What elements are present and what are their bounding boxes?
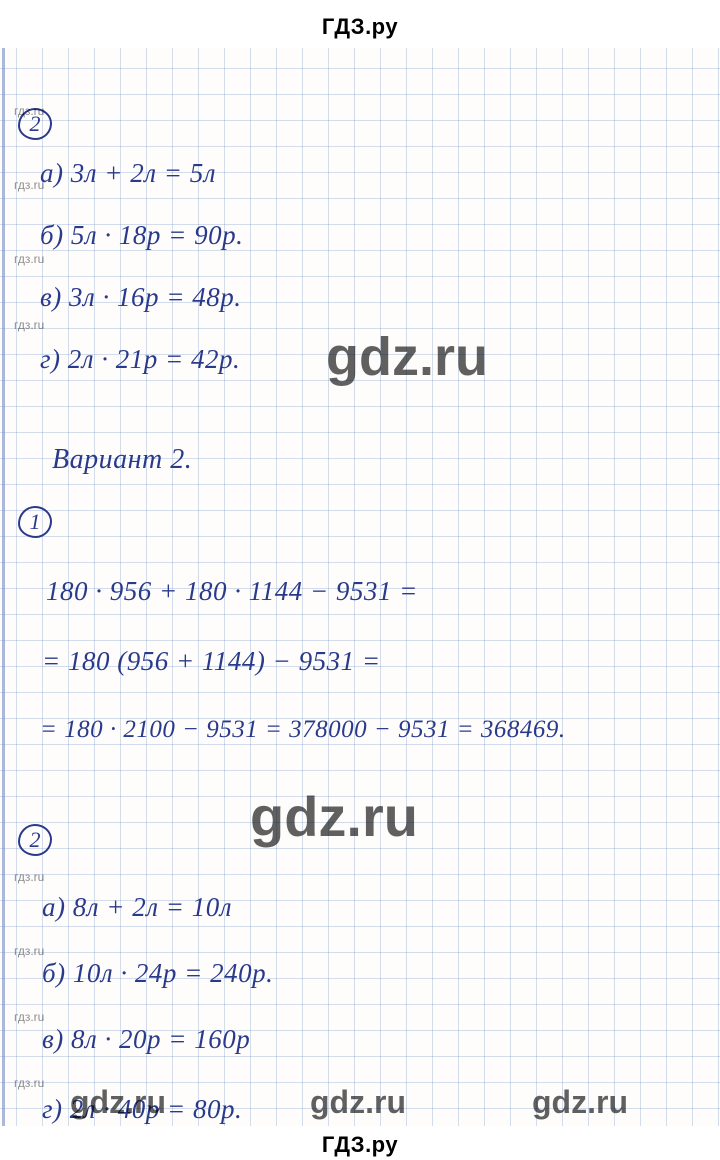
task-number-circle: 2 <box>18 824 52 856</box>
handwritten-line: г) 2л · 21р = 42р. <box>40 344 240 375</box>
task-number-circle: 2 <box>18 108 52 140</box>
watermark-small: гдз.ru <box>14 1076 44 1090</box>
variant-label: Вариант 2. <box>52 444 192 476</box>
watermark-small: гдз.ru <box>14 252 44 266</box>
watermark-small: гдз.ru <box>14 318 44 332</box>
handwritten-line: а) 8л + 2л = 10л <box>42 892 232 923</box>
page-header-title: ГДЗ.ру <box>0 14 720 40</box>
watermark-small: гдз.ru <box>14 1010 44 1024</box>
page-footer-title: ГДЗ.ру <box>0 1132 720 1158</box>
handwritten-line: = 180 · 2100 − 9531 = 378000 − 9531 = 36… <box>40 716 566 744</box>
handwritten-line: б) 10л · 24р = 240р. <box>42 958 273 989</box>
handwritten-line: в) 3л · 16р = 48р. <box>40 282 241 313</box>
handwritten-line: = 180 (956 + 1144) − 9531 = <box>42 646 381 677</box>
task-number-circle: 1 <box>18 506 52 538</box>
handwritten-line: б) 5л · 18р = 90р. <box>40 220 243 251</box>
handwritten-line: г) 2л · 40р = 80р. <box>42 1094 242 1125</box>
notebook-paper: 2 Вариант 2. 1 2 а) 3л + 2л = 5л б) 5л · … <box>0 48 720 1126</box>
handwritten-line: 180 · 956 + 180 · 1144 − 9531 = <box>46 576 418 607</box>
handwritten-line: в) 8л · 20р = 160р <box>42 1024 250 1055</box>
watermark-small: гдз.ru <box>14 870 44 884</box>
watermark-small: гдз.ru <box>14 944 44 958</box>
handwritten-line: а) 3л + 2л = 5л <box>40 158 216 189</box>
